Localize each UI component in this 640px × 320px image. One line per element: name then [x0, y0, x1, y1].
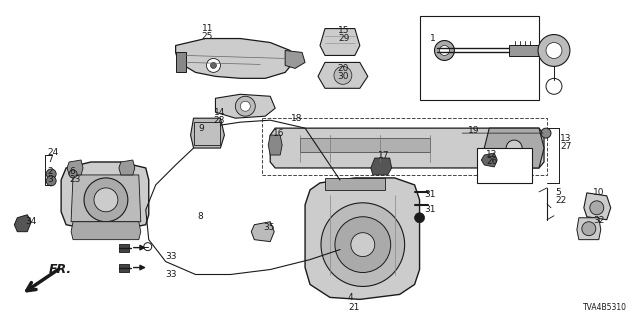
Text: 13: 13 — [560, 133, 572, 143]
Text: 32: 32 — [593, 216, 604, 225]
Polygon shape — [318, 62, 368, 88]
Text: 17: 17 — [378, 150, 389, 160]
Polygon shape — [175, 52, 186, 72]
Bar — [420, 16, 539, 100]
Text: 34: 34 — [26, 217, 36, 226]
Polygon shape — [509, 44, 539, 56]
Polygon shape — [67, 160, 83, 175]
Text: 21: 21 — [348, 303, 359, 312]
Text: 14: 14 — [214, 108, 225, 117]
Circle shape — [415, 213, 424, 223]
Circle shape — [435, 41, 454, 60]
Text: 18: 18 — [291, 114, 303, 123]
Polygon shape — [175, 38, 295, 78]
Polygon shape — [71, 222, 141, 240]
Text: 31: 31 — [424, 190, 436, 199]
Polygon shape — [119, 244, 129, 252]
Circle shape — [241, 101, 250, 111]
Text: 33: 33 — [166, 270, 177, 279]
Text: 26: 26 — [486, 157, 498, 166]
Text: 12: 12 — [486, 149, 498, 158]
Text: 31: 31 — [424, 205, 436, 214]
Polygon shape — [216, 94, 275, 118]
Text: 3: 3 — [47, 175, 53, 184]
Text: 24: 24 — [47, 148, 58, 156]
Text: 30: 30 — [337, 72, 348, 81]
Text: 7: 7 — [47, 156, 53, 164]
Polygon shape — [191, 118, 225, 148]
Text: 15: 15 — [338, 26, 349, 35]
Polygon shape — [371, 158, 392, 175]
Text: 10: 10 — [593, 188, 604, 197]
Circle shape — [506, 140, 522, 156]
Text: 29: 29 — [338, 34, 349, 43]
Polygon shape — [300, 138, 429, 152]
Text: 19: 19 — [468, 126, 480, 135]
Text: 22: 22 — [555, 196, 566, 205]
Polygon shape — [577, 218, 601, 240]
Circle shape — [69, 170, 77, 178]
Circle shape — [321, 203, 404, 286]
Polygon shape — [484, 128, 544, 168]
Circle shape — [46, 169, 56, 179]
Text: 33: 33 — [166, 252, 177, 261]
Polygon shape — [584, 193, 611, 220]
Circle shape — [351, 233, 375, 257]
Polygon shape — [285, 51, 305, 68]
Polygon shape — [305, 178, 420, 300]
Text: 23: 23 — [69, 175, 81, 184]
Polygon shape — [325, 178, 385, 190]
Text: FR.: FR. — [49, 263, 72, 276]
Polygon shape — [71, 175, 141, 222]
Circle shape — [46, 176, 56, 186]
Text: 27: 27 — [560, 141, 572, 151]
Circle shape — [582, 222, 596, 236]
Text: 5: 5 — [555, 188, 561, 197]
Polygon shape — [61, 162, 148, 230]
Text: 20: 20 — [337, 64, 348, 73]
Text: TVA4B5310: TVA4B5310 — [582, 303, 627, 312]
Circle shape — [538, 35, 570, 67]
Polygon shape — [119, 160, 135, 175]
Circle shape — [440, 45, 449, 55]
Text: 35: 35 — [263, 223, 275, 232]
Text: 25: 25 — [202, 32, 213, 41]
Text: 4: 4 — [348, 293, 353, 302]
Circle shape — [84, 178, 128, 222]
Text: 16: 16 — [273, 129, 285, 138]
Circle shape — [94, 188, 118, 212]
Polygon shape — [320, 28, 360, 55]
Polygon shape — [252, 222, 274, 242]
Polygon shape — [268, 135, 282, 155]
Polygon shape — [14, 215, 31, 232]
Circle shape — [541, 128, 551, 138]
Text: 6: 6 — [69, 167, 75, 176]
Circle shape — [546, 43, 562, 59]
Polygon shape — [193, 122, 220, 145]
Text: 28: 28 — [214, 116, 225, 125]
Circle shape — [236, 96, 255, 116]
Polygon shape — [119, 264, 129, 271]
Circle shape — [334, 67, 352, 84]
Text: 1: 1 — [429, 34, 435, 43]
Polygon shape — [270, 128, 544, 168]
Circle shape — [590, 201, 604, 215]
Circle shape — [211, 62, 216, 68]
Text: 9: 9 — [198, 124, 204, 132]
Bar — [477, 148, 532, 183]
Polygon shape — [481, 153, 497, 167]
Circle shape — [207, 59, 220, 72]
Text: 11: 11 — [202, 24, 213, 33]
Text: 8: 8 — [198, 212, 204, 221]
Circle shape — [335, 217, 390, 273]
Text: 2: 2 — [47, 167, 53, 176]
